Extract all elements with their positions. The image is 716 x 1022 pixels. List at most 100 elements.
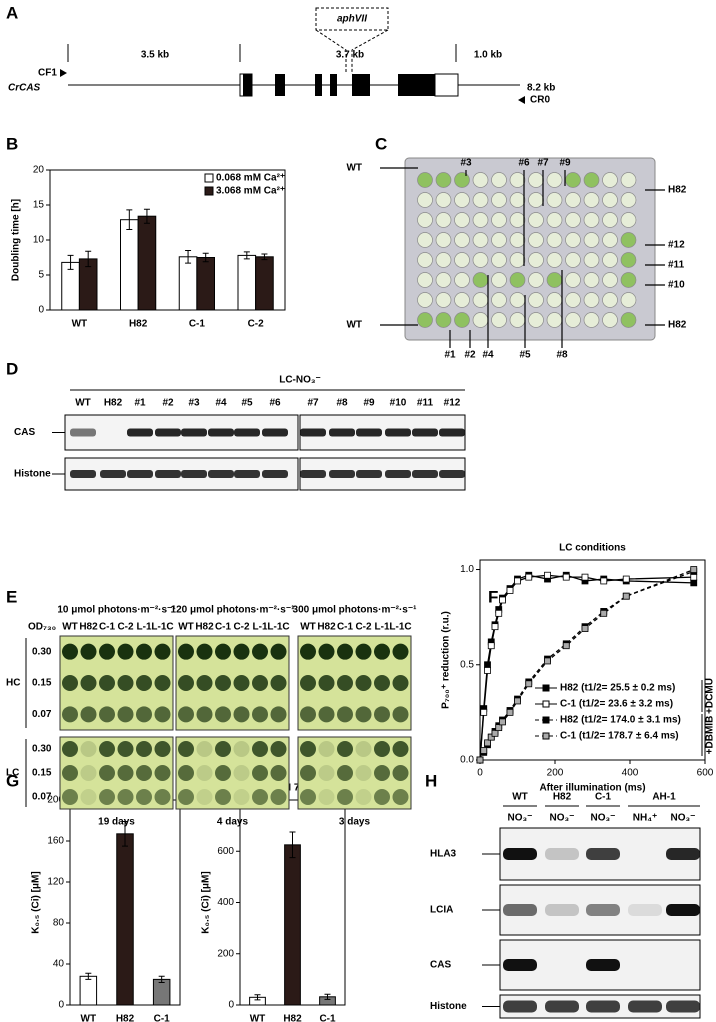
well (472, 212, 489, 228)
y-tick-label: 200 (47, 795, 64, 806)
well (472, 292, 489, 308)
strain-label: C-2 (355, 622, 372, 633)
band (234, 470, 260, 478)
well (417, 232, 433, 248)
band (666, 904, 700, 916)
spot (117, 706, 134, 723)
well (454, 252, 470, 268)
series-marker (514, 697, 521, 705)
spot (80, 675, 97, 691)
well-label: #1 (444, 350, 456, 361)
band (329, 428, 355, 437)
strain-label: L-1C (389, 622, 411, 633)
well (583, 272, 600, 288)
series-line (479, 574, 694, 761)
well (491, 292, 507, 308)
spot (178, 643, 194, 660)
panel-label: F (488, 587, 498, 606)
x-tick-label: WT (81, 1014, 97, 1022)
spot (117, 741, 134, 757)
spot (80, 643, 97, 660)
spot (300, 643, 316, 660)
band (503, 959, 537, 971)
band (666, 1000, 700, 1013)
band (412, 470, 438, 478)
band (586, 1000, 620, 1013)
od-label: OD₇₃₀ (28, 622, 56, 633)
panel-label: E (6, 587, 17, 606)
band (262, 470, 288, 478)
well (546, 192, 563, 208)
well (417, 192, 433, 208)
lane-label: #4 (215, 398, 227, 409)
spot (337, 675, 353, 691)
y-tick-label: 20 (33, 165, 45, 176)
spot (62, 675, 78, 691)
well (620, 312, 637, 328)
x-tick-label: 600 (697, 768, 714, 779)
spot (233, 765, 250, 781)
band (208, 428, 234, 437)
well (454, 192, 470, 208)
spot (215, 789, 231, 805)
strain-label: WT (62, 622, 78, 633)
lane-label: #3 (188, 398, 200, 409)
spot (233, 706, 250, 723)
spot (154, 675, 171, 691)
lane-label: #5 (241, 398, 253, 409)
segment-label: 1.0 kb (474, 50, 502, 61)
band (155, 428, 181, 437)
spot (215, 765, 231, 781)
spot (252, 643, 268, 660)
well-label: #4 (482, 350, 494, 361)
series-marker (525, 573, 533, 581)
spot (270, 765, 287, 781)
spot (136, 706, 152, 723)
series-marker (499, 596, 506, 604)
well-label: H82 (668, 185, 687, 196)
band (586, 904, 620, 916)
spot (252, 789, 268, 805)
well (417, 312, 433, 328)
spot (233, 741, 250, 757)
series-marker (491, 729, 499, 737)
group-label: LC (6, 768, 19, 779)
y-axis-label: Doubling time [h] (11, 199, 22, 281)
spot (215, 675, 231, 691)
strain-label: WT (300, 622, 316, 633)
well (620, 212, 637, 228)
spot (392, 789, 409, 805)
spot (80, 706, 97, 723)
well (509, 312, 526, 328)
spot (374, 706, 390, 723)
panel-label: G (6, 771, 19, 790)
lane-label: #8 (336, 398, 348, 409)
strain-label: H82 (195, 622, 214, 633)
band (439, 470, 465, 478)
well (454, 312, 470, 328)
error-bar (122, 821, 128, 847)
strain-label: L-1C (151, 622, 173, 633)
well (454, 272, 470, 288)
panel-label: A (6, 3, 18, 22)
x-tick-label: WT (250, 1014, 266, 1022)
spot (355, 789, 372, 805)
plate-image (297, 736, 412, 810)
bar (120, 219, 139, 311)
plot-frame (479, 559, 706, 761)
series-marker (562, 642, 570, 650)
x-axis-label: After illumination (ms) (539, 783, 645, 794)
spot (392, 675, 409, 691)
legend-marker (542, 716, 550, 724)
y-axis-label: P₇₀₀⁺ reduction (r.u.) (441, 611, 452, 709)
series-marker (525, 680, 533, 688)
legend-marker (542, 700, 550, 708)
strain-label: H82 (79, 622, 98, 633)
od-value: 0.15 (32, 768, 52, 779)
primer-arrow (518, 96, 525, 104)
legend-marker (542, 732, 550, 740)
bar (196, 257, 215, 311)
group-label: AH-1 (652, 792, 676, 803)
strain-label: WT (178, 622, 194, 633)
well (472, 272, 489, 288)
